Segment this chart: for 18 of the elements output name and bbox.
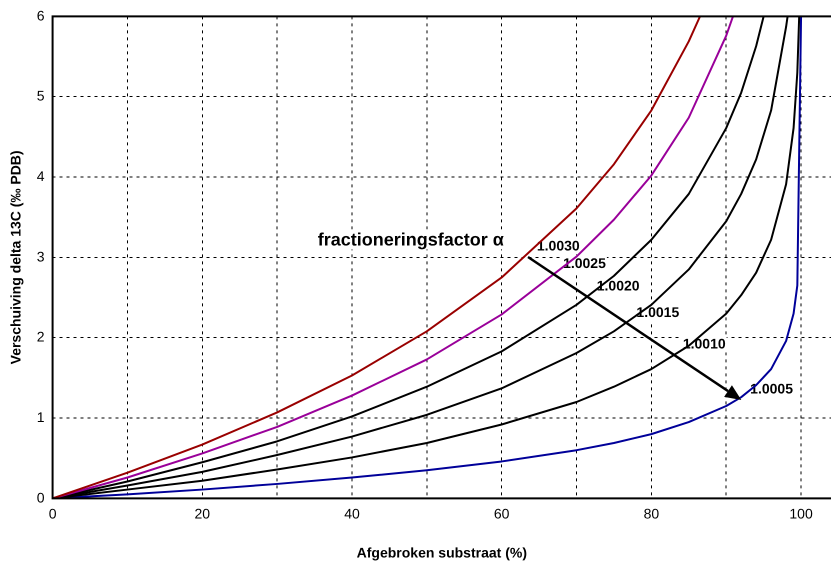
x-tick-label: 20 xyxy=(194,506,210,522)
x-tick-label: 0 xyxy=(48,506,57,522)
annotation: 1.0030 xyxy=(536,237,580,254)
x-tick-label: 60 xyxy=(494,506,510,522)
x-tick-label: 80 xyxy=(644,506,660,522)
y-tick-label: 6 xyxy=(36,7,45,24)
y-tick-label: 3 xyxy=(36,248,45,264)
x-tick-label: 40 xyxy=(344,506,360,522)
y-axis-title: Verschuiving delta 13C (‰ PDB) xyxy=(7,150,24,364)
y-tick-label: 1 xyxy=(36,408,45,425)
x-tick-label: 100 xyxy=(789,506,813,522)
y-tick-label: 5 xyxy=(36,88,45,104)
y-tick-label: 2 xyxy=(36,328,45,345)
x-axis-title: Afgebroken substraat (%) xyxy=(356,544,527,560)
annotation: fractioneringsfactor α xyxy=(318,229,504,250)
y-tick-label: 4 xyxy=(36,168,45,184)
y-tick-label: 0 xyxy=(36,489,45,506)
annotation: 1.0005 xyxy=(750,380,794,396)
